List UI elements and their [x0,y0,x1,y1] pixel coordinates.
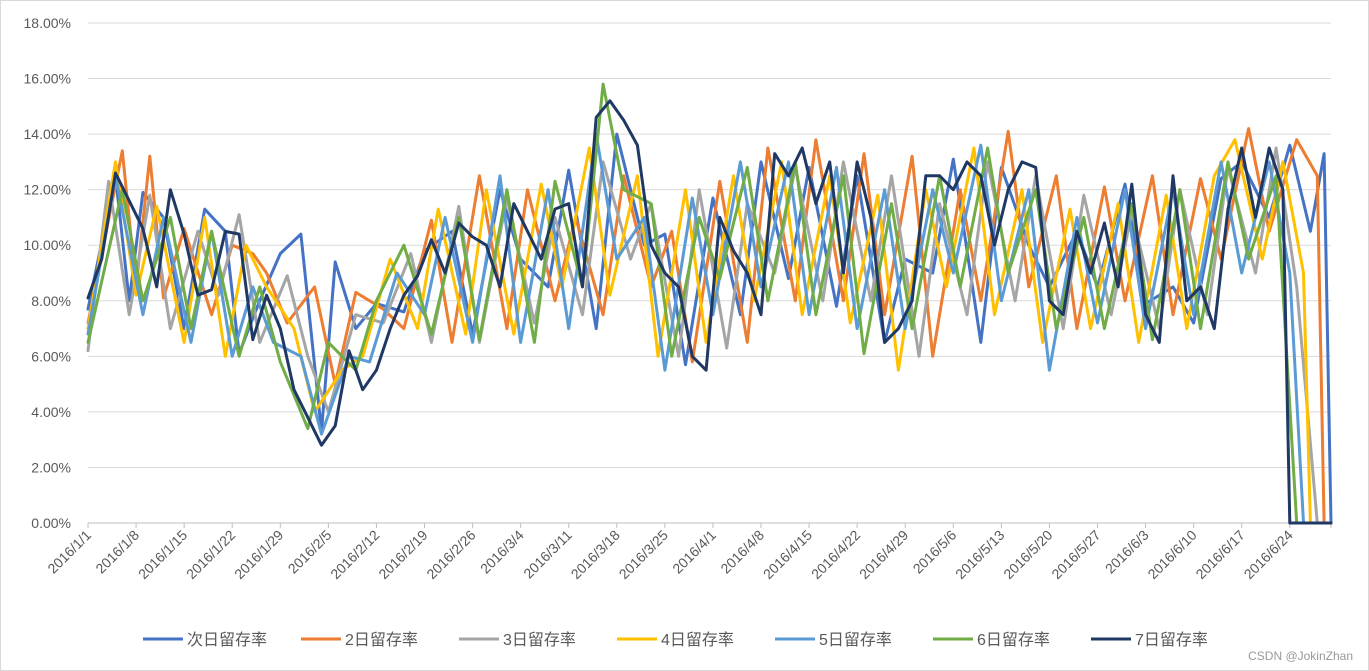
legend-label: 2日留存率 [345,631,418,649]
y-tick-label: 18.00% [24,15,71,31]
legend-label: 4日留存率 [661,631,734,649]
y-tick-label: 8.00% [31,293,71,309]
x-tick-label: 2016/3/25 [616,527,672,583]
series-lines [86,82,1333,525]
x-tick-label: 2016/6/17 [1192,527,1248,583]
x-tick-label: 2016/5/6 [910,527,960,577]
y-tick-label: 0.00% [31,515,71,531]
x-tick-label: 2016/3/4 [477,527,527,577]
legend: 次日留存率 2日留存率 3日留存率 4日留存率 5日留存率 6日留存率 7日留存率 [143,631,1208,649]
legend-label: 7日留存率 [1135,631,1208,649]
legend-label: 次日留存率 [187,631,267,649]
x-tick-label: 2016/4/15 [760,527,816,583]
x-axis: 2016/1/12016/1/82016/1/152016/1/222016/1… [44,522,1332,583]
x-tick-label: 2016/4/29 [856,527,912,583]
y-tick-label: 6.00% [31,348,71,364]
series-line [86,99,1333,525]
x-tick-label: 2016/6/24 [1241,527,1297,583]
x-tick-label: 2016/6/3 [1102,527,1152,577]
y-tick-label: 4.00% [31,404,71,420]
legend-label: 5日留存率 [819,631,892,649]
y-tick-label: 14.00% [24,126,71,142]
watermark-text: CSDN @JokinZhan [1248,649,1353,663]
x-tick-label: 2016/1/8 [92,527,142,577]
x-tick-label: 2016/2/26 [423,527,479,583]
x-tick-label: 2016/4/8 [717,527,767,577]
x-tick-label: 2016/3/11 [520,527,575,582]
series-line [86,127,1326,525]
x-tick-label: 2016/5/13 [952,527,1008,583]
y-tick-label: 10.00% [24,237,71,253]
x-tick-label: 2016/2/5 [285,527,335,577]
x-tick-label: 2016/2/19 [375,527,431,583]
x-tick-label: 2016/1/29 [231,527,287,583]
x-tick-label: 2016/1/15 [135,527,191,583]
x-tick-label: 2016/4/1 [669,527,719,577]
series-line [86,82,1299,525]
legend-label: 6日留存率 [977,631,1050,649]
legend-label: 3日留存率 [503,631,576,649]
x-tick-label: 2016/2/12 [327,527,383,583]
y-tick-label: 16.00% [24,71,71,87]
y-tick-label: 2.00% [31,459,71,475]
series-line [86,138,1312,525]
x-tick-label: 2016/1/1 [44,527,94,577]
x-tick-label: 2016/5/20 [1000,527,1056,583]
x-tick-label: 2016/3/18 [568,527,624,583]
y-tick-label: 12.00% [24,182,71,198]
x-tick-label: 2016/1/22 [183,527,239,583]
x-tick-label: 2016/5/27 [1048,527,1104,583]
y-axis-ticks: 0.00% 2.00% 4.00% 6.00% 8.00% 10.00% 12.00% 14.… [24,15,71,531]
x-tick-label: 2016/4/22 [808,527,864,583]
x-tick-label: 2016/6/10 [1144,527,1200,583]
